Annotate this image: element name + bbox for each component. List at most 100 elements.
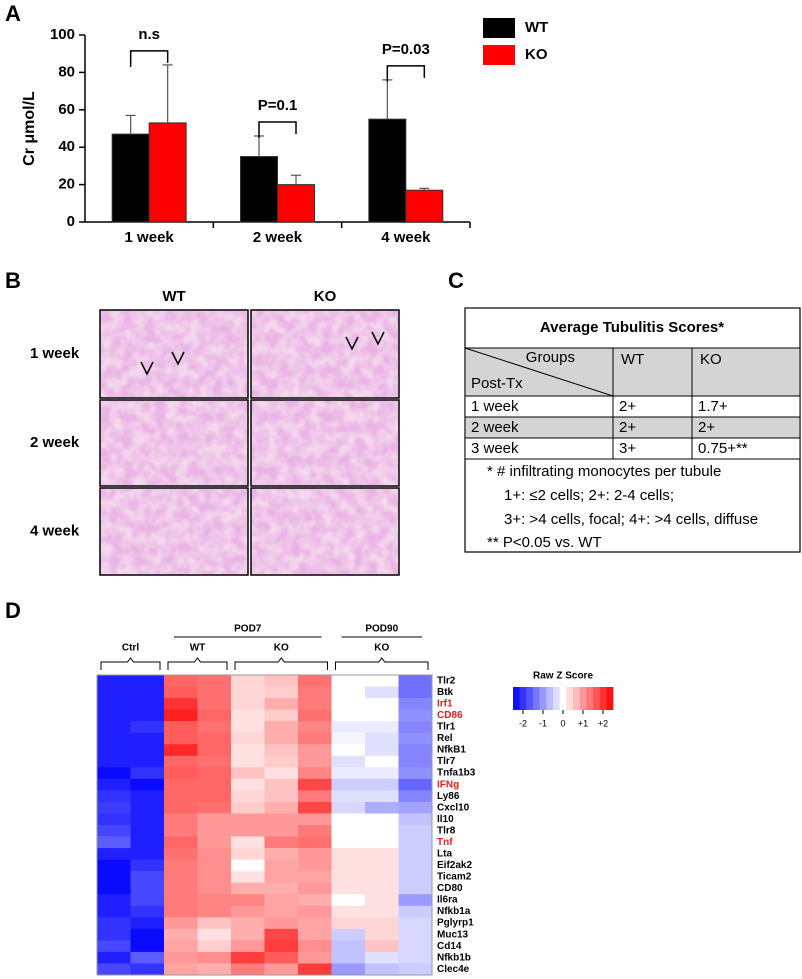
heatmap-cell (264, 963, 299, 976)
heatmap-cell (264, 940, 299, 953)
row-label: Ly86 (437, 791, 460, 802)
heatmap-cell (97, 951, 131, 964)
row-label: Tlr8 (437, 825, 456, 836)
heatmap-cell (398, 801, 433, 814)
significance-bracket (386, 65, 426, 82)
heatmap-cell (331, 836, 366, 849)
heatmap-cell (164, 917, 198, 930)
heatmap-cell (231, 951, 265, 964)
heatmap-cell (164, 801, 198, 814)
heatmap-cell (130, 721, 165, 733)
heatmap-cell (264, 905, 299, 918)
heatmap-cell (164, 848, 198, 860)
heatmap-cell (365, 871, 399, 883)
row-label: NfkB1 (437, 745, 466, 756)
heatmap-cell (197, 709, 232, 722)
heatmap-cell (398, 686, 433, 699)
heatmap-cell (164, 871, 198, 883)
heatmap-cell (130, 709, 165, 722)
heatmap-cell (331, 963, 366, 976)
y-tick-label: 20 (58, 176, 75, 193)
group-bracket (100, 657, 161, 670)
arrowhead (171, 351, 185, 366)
heatmap-cell (365, 755, 399, 768)
heatmap-cell (197, 721, 232, 733)
heatmap-cell (164, 813, 198, 826)
heatmap-cell (197, 905, 232, 918)
heatmap-cell (398, 928, 433, 941)
table-cell: 3+ (619, 440, 636, 457)
heatmap-cell (97, 963, 131, 976)
panel-label: B (5, 268, 21, 293)
heatmap-cell (164, 767, 198, 780)
heatmap-cell (264, 951, 299, 964)
heatmap-cell (97, 871, 131, 883)
heatmap-cell (298, 790, 332, 803)
group-bracket (167, 657, 228, 670)
row-label: Il10 (437, 814, 454, 825)
arrowhead (140, 361, 154, 376)
table-cell: 2 week (471, 419, 519, 436)
corner-bottom: Post-Tx (471, 375, 523, 392)
heatmap-cell (298, 836, 332, 849)
heatmap-cell (331, 848, 366, 860)
heatmap-cell (197, 790, 232, 803)
row-label: IFNg (437, 779, 459, 790)
annotation: P=0.1 (258, 97, 298, 114)
colorbar-tick-label: -2 (519, 718, 527, 728)
heatmap-cell (231, 686, 265, 699)
heatmap-cell (398, 767, 433, 780)
heatmap-cell (331, 755, 366, 768)
heatmap-cell (398, 836, 433, 849)
row-label: Pglyrp1 (437, 918, 474, 929)
bar (405, 189, 444, 223)
significance-bracket (129, 50, 169, 67)
heatmap-cell (331, 686, 366, 699)
heatmap-cell (365, 744, 399, 757)
heatmap-cell (130, 894, 165, 907)
row-label: Lta (437, 848, 452, 859)
colorbar-step (559, 687, 567, 710)
heatmap-cell (365, 882, 399, 895)
heatmap-cell (365, 825, 399, 837)
heatmap-cell (164, 778, 198, 791)
heatmap-cell (298, 778, 332, 791)
legend-swatch (483, 18, 515, 38)
legend-label: KO (525, 46, 548, 63)
heatmap-cell (97, 940, 131, 953)
heatmap-cell (398, 732, 433, 745)
y-tick-label: 40 (58, 138, 75, 155)
heatmap-cell (298, 963, 332, 976)
heatmap-cell (298, 905, 332, 918)
colorbar-step (526, 687, 534, 710)
heatmap-cell (298, 951, 332, 964)
heatmap-cell (130, 813, 165, 826)
colorbar-step (593, 687, 600, 710)
heatmap-cell (97, 767, 131, 780)
heatmap-cell (398, 848, 433, 860)
heatmap-cell (97, 755, 131, 768)
heatmap-cell (365, 698, 399, 710)
heatmap-cell (197, 813, 232, 826)
heatmap-cell (398, 940, 433, 953)
heatmap-cell (130, 928, 165, 941)
annotation: n.s (138, 26, 160, 43)
heatmap-cell (264, 721, 299, 733)
super-group-label: POD90 (365, 624, 398, 635)
heatmap-cell (365, 836, 399, 849)
heatmap-cell (331, 905, 366, 918)
heatmap-cell (398, 709, 433, 722)
heatmap-cell (264, 825, 299, 837)
heatmap-cell (298, 928, 332, 941)
heatmap-cell (231, 963, 265, 976)
heatmap-cell (164, 940, 198, 953)
corner-diagonal (464, 347, 614, 397)
heatmap-cell (197, 778, 232, 791)
micrograph-texture (101, 311, 247, 397)
heatmap-cell (197, 767, 232, 780)
heatmap-cell (264, 813, 299, 826)
y-tick-label: 80 (58, 63, 75, 80)
heatmap-cell (365, 778, 399, 791)
row-label: 2 week (30, 434, 80, 451)
heatmap-cell (231, 801, 265, 814)
